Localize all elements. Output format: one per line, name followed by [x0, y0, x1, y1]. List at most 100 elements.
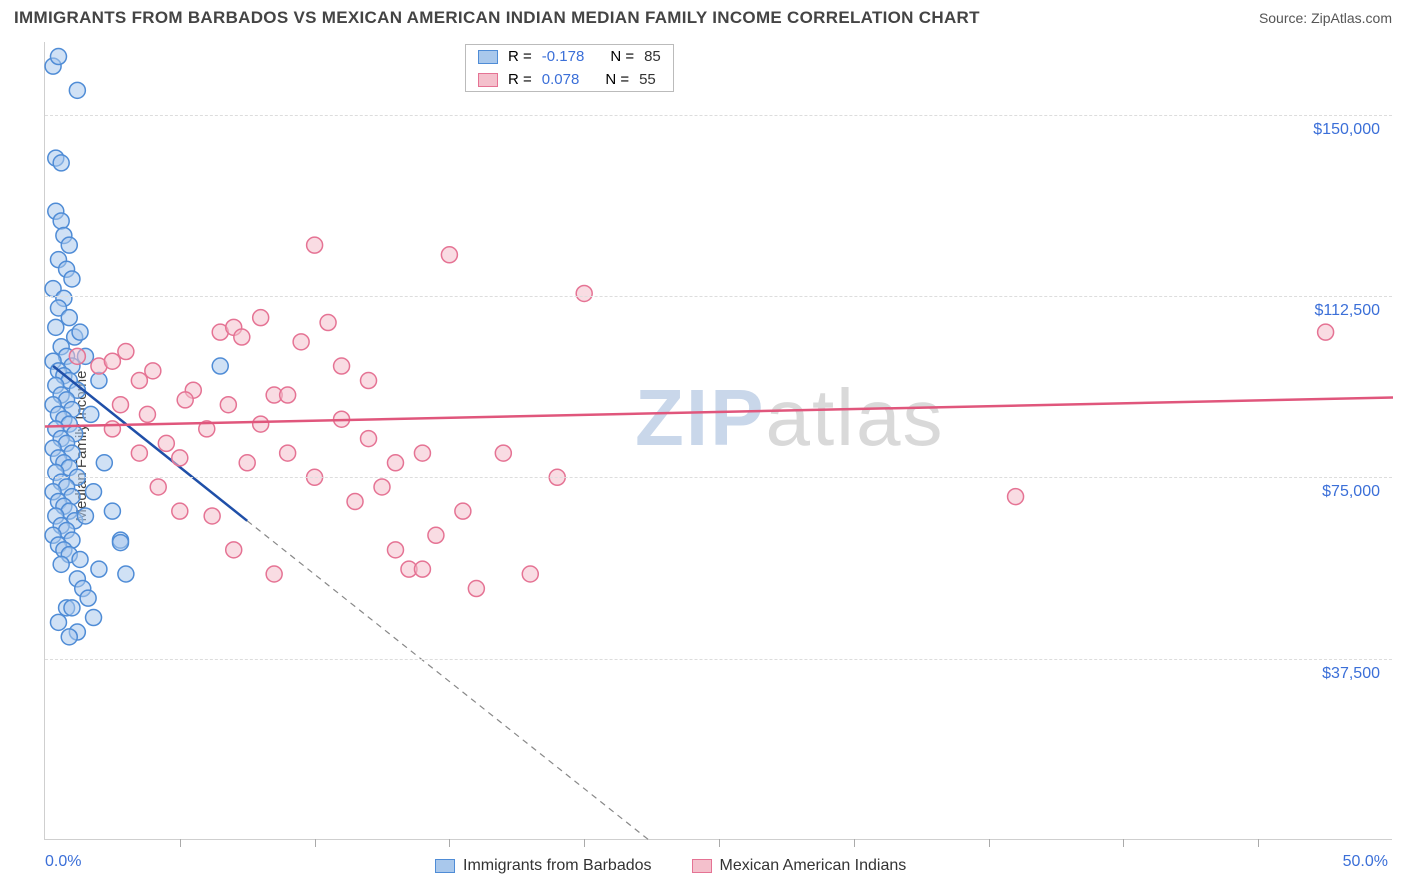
- data-point-series-1: [158, 435, 174, 451]
- data-point-series-1: [1318, 324, 1334, 340]
- data-point-series-0: [72, 551, 88, 567]
- data-point-series-0: [50, 614, 66, 630]
- y-tick-label: $112,500: [1314, 302, 1380, 320]
- data-point-series-0: [53, 213, 69, 229]
- data-point-series-0: [104, 503, 120, 519]
- data-point-series-1: [280, 445, 296, 461]
- data-point-series-0: [96, 455, 112, 471]
- stats-row-series-0: R = -0.178 N = 85: [466, 45, 673, 68]
- n-label-1: N =: [605, 71, 629, 88]
- legend-label-1: Mexican American Indians: [720, 857, 907, 875]
- gridline-h: [45, 477, 1392, 478]
- legend-label-0: Immigrants from Barbados: [463, 857, 652, 875]
- data-point-series-0: [86, 484, 102, 500]
- data-point-series-1: [145, 363, 161, 379]
- data-point-series-0: [64, 271, 80, 287]
- source-attribution: Source: ZipAtlas.com: [1259, 10, 1392, 26]
- data-point-series-1: [414, 445, 430, 461]
- x-tick: [1258, 839, 1259, 847]
- data-point-series-1: [112, 397, 128, 413]
- y-tick-label: $75,000: [1322, 483, 1380, 501]
- data-point-series-1: [253, 416, 269, 432]
- x-max-label: 50.0%: [1343, 853, 1388, 871]
- data-point-series-1: [374, 479, 390, 495]
- swatch-series-0: [478, 50, 498, 64]
- data-point-series-1: [387, 542, 403, 558]
- data-point-series-1: [118, 344, 134, 360]
- stats-row-series-1: R = 0.078 N = 55: [466, 68, 673, 91]
- data-point-series-0: [77, 508, 93, 524]
- data-point-series-1: [69, 348, 85, 364]
- y-tick-label: $150,000: [1313, 121, 1380, 139]
- swatch-series-1: [478, 73, 498, 87]
- data-point-series-1: [177, 392, 193, 408]
- data-point-series-0: [61, 629, 77, 645]
- data-point-series-0: [83, 406, 99, 422]
- x-tick: [719, 839, 720, 847]
- data-point-series-0: [53, 155, 69, 171]
- data-point-series-1: [280, 387, 296, 403]
- data-point-series-0: [64, 600, 80, 616]
- x-tick: [449, 839, 450, 847]
- data-point-series-1: [361, 431, 377, 447]
- data-point-series-0: [61, 310, 77, 326]
- data-point-series-1: [441, 247, 457, 263]
- gridline-h: [45, 115, 1392, 116]
- trend-extrapolation: [247, 521, 649, 840]
- legend-item-series-1: Mexican American Indians: [692, 857, 907, 875]
- x-tick: [1123, 839, 1124, 847]
- r-label-1: R =: [508, 71, 532, 88]
- data-point-series-1: [1008, 489, 1024, 505]
- data-point-series-1: [522, 566, 538, 582]
- data-point-series-0: [118, 566, 134, 582]
- x-tick: [584, 839, 585, 847]
- data-point-series-0: [80, 590, 96, 606]
- n-value-1: 55: [639, 71, 656, 88]
- data-point-series-0: [91, 561, 107, 577]
- legend-item-series-0: Immigrants from Barbados: [435, 857, 652, 875]
- y-tick-label: $37,500: [1322, 665, 1380, 683]
- data-point-series-1: [104, 421, 120, 437]
- data-point-series-1: [220, 397, 236, 413]
- data-point-series-1: [253, 310, 269, 326]
- x-tick: [854, 839, 855, 847]
- data-point-series-1: [204, 508, 220, 524]
- data-point-series-1: [495, 445, 511, 461]
- data-point-series-1: [234, 329, 250, 345]
- data-point-series-0: [61, 237, 77, 253]
- data-point-series-0: [112, 535, 128, 551]
- data-point-series-1: [347, 493, 363, 509]
- correlation-stats-box: R = -0.178 N = 85 R = 0.078 N = 55: [465, 44, 674, 92]
- data-point-series-1: [455, 503, 471, 519]
- data-point-series-1: [139, 406, 155, 422]
- data-point-series-1: [307, 237, 323, 253]
- legend-swatch-0: [435, 859, 455, 873]
- data-point-series-1: [387, 455, 403, 471]
- chart-plot-area: ZIPatlas R = -0.178 N = 85 R = 0.078 N =…: [44, 42, 1392, 840]
- gridline-h: [45, 296, 1392, 297]
- x-tick: [180, 839, 181, 847]
- data-point-series-1: [468, 581, 484, 597]
- trend-line-series-1: [45, 397, 1393, 426]
- data-point-series-0: [50, 49, 66, 65]
- data-point-series-1: [172, 503, 188, 519]
- legend-bottom: Immigrants from Barbados Mexican America…: [435, 857, 906, 875]
- data-point-series-0: [48, 319, 64, 335]
- x-min-label: 0.0%: [45, 853, 81, 871]
- n-value-0: 85: [644, 48, 661, 65]
- data-point-series-1: [131, 373, 147, 389]
- data-point-series-1: [320, 315, 336, 331]
- gridline-h: [45, 659, 1392, 660]
- n-label-0: N =: [610, 48, 634, 65]
- data-point-series-1: [172, 450, 188, 466]
- chart-title: IMMIGRANTS FROM BARBADOS VS MEXICAN AMER…: [14, 8, 980, 28]
- x-tick: [989, 839, 990, 847]
- data-point-series-1: [131, 445, 147, 461]
- data-point-series-1: [266, 566, 282, 582]
- data-point-series-1: [414, 561, 430, 577]
- data-point-series-1: [293, 334, 309, 350]
- data-point-series-0: [53, 556, 69, 572]
- data-point-series-1: [576, 285, 592, 301]
- scatter-plot-svg: [45, 42, 1392, 839]
- r-value-1: 0.078: [542, 71, 580, 88]
